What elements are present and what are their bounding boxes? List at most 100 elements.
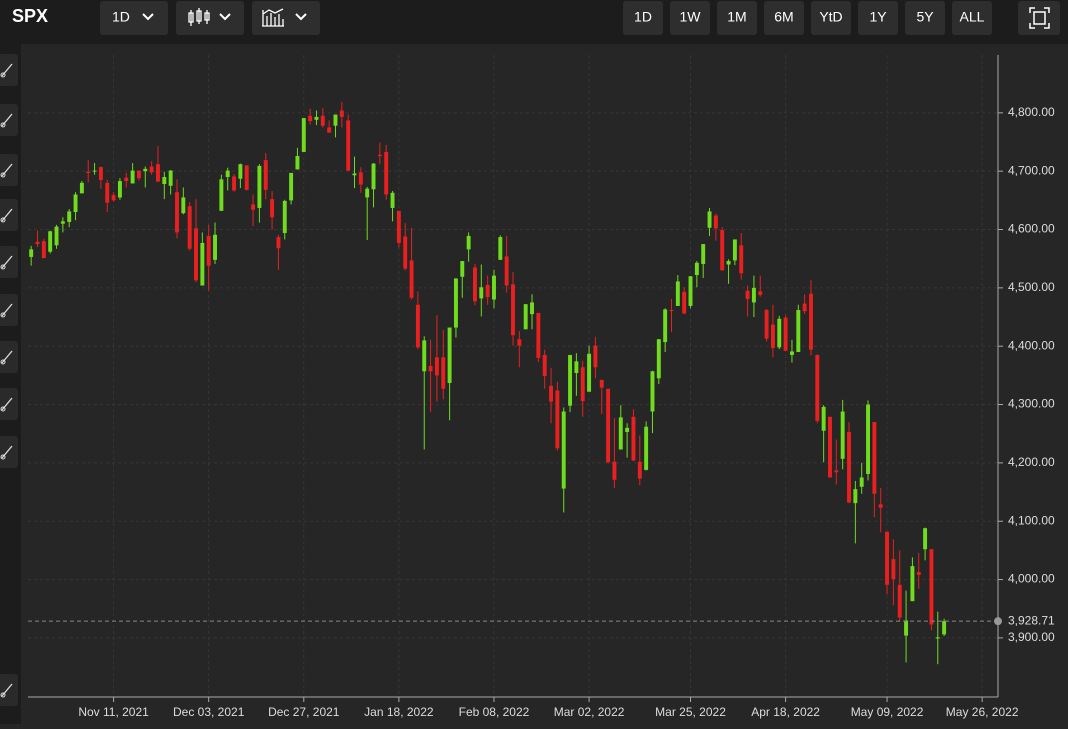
tool-icons: [0, 54, 18, 706]
candle-body: [92, 170, 97, 172]
candle-body: [910, 566, 915, 602]
range-button[interactable]: [905, 1, 945, 35]
chevron: [219, 13, 231, 21]
tool-button[interactable]: [0, 246, 18, 278]
candle-body: [194, 228, 198, 281]
candle-body: [79, 182, 84, 194]
candle-body: [606, 388, 611, 463]
range-button[interactable]: [717, 1, 757, 35]
candle-body: [124, 177, 129, 182]
candle-body: [904, 620, 909, 636]
tool-icon: [0, 359, 6, 365]
tool-button[interactable]: [0, 154, 18, 186]
tool-button[interactable]: [0, 294, 18, 326]
candle-body: [612, 461, 617, 480]
candle-body: [117, 181, 122, 198]
candle-body: [244, 165, 249, 190]
range-button[interactable]: [952, 1, 992, 35]
range-label: ALL: [960, 9, 985, 25]
candle-body: [580, 367, 585, 402]
candle-body: [333, 114, 338, 126]
candle-body: [48, 231, 53, 252]
candle-body: [339, 110, 344, 117]
range-button[interactable]: [858, 1, 898, 35]
tool-button[interactable]: [0, 674, 18, 706]
candle-body: [441, 357, 446, 389]
tool-button[interactable]: [0, 388, 18, 420]
candle-body: [688, 276, 693, 306]
candle-body: [675, 281, 680, 306]
candle-body: [770, 324, 775, 348]
interval-button[interactable]: [100, 1, 168, 35]
range-button[interactable]: [811, 1, 851, 35]
candle-body: [656, 339, 661, 379]
tool-button[interactable]: [0, 54, 18, 86]
candle-body: [232, 176, 237, 191]
candle-body: [206, 235, 211, 266]
candle-body: [549, 385, 554, 402]
drawing-toolbar: [0, 44, 21, 724]
candle-body: [320, 115, 325, 126]
y-tick-label: 4,300.00: [1008, 397, 1055, 411]
candle-body: [308, 115, 313, 122]
candle-body: [377, 154, 382, 157]
candle-body: [866, 404, 870, 474]
candle-body: [859, 477, 864, 487]
candle-body: [929, 549, 934, 625]
range-label: 6M: [774, 9, 793, 25]
candle-body: [384, 151, 389, 195]
tool-button[interactable]: [0, 104, 18, 136]
chart-type-button[interactable]: [176, 1, 244, 35]
candle-body: [517, 339, 522, 346]
candle-body: [599, 380, 604, 388]
indicator-button[interactable]: [252, 1, 320, 35]
indicator-icon: [262, 8, 284, 27]
candle-body: [270, 199, 275, 218]
y-tick-label: 4,400.00: [1008, 338, 1055, 352]
range-button[interactable]: [623, 1, 663, 35]
tool-button[interactable]: [0, 199, 18, 231]
y-tick-label: 4,800.00: [1008, 105, 1055, 119]
candle-body: [669, 310, 674, 312]
range-button[interactable]: [764, 1, 804, 35]
candle-body: [568, 354, 573, 406]
candle-body: [885, 531, 890, 585]
candle-body: [878, 504, 883, 508]
tool-icon: [1, 255, 13, 269]
candle-body: [365, 188, 370, 198]
candle-body: [434, 357, 439, 376]
tool-icon: [0, 692, 6, 698]
candle-body: [358, 172, 363, 185]
candle-body: [682, 291, 687, 314]
tool-button[interactable]: [0, 436, 18, 468]
candle-body: [175, 192, 179, 233]
tool-icon: [1, 113, 13, 127]
y-tick-label: 4,100.00: [1008, 513, 1055, 527]
tool-icon: [0, 172, 6, 178]
candle-body: [371, 163, 376, 190]
tool-icon: [1, 445, 13, 459]
tool-icon: [0, 406, 6, 412]
range-label: 1Y: [869, 9, 887, 25]
candle-body: [35, 241, 40, 245]
range-button[interactable]: [670, 1, 710, 35]
candle-body: [168, 170, 173, 186]
tool-icon: [1, 208, 13, 222]
candle-body: [225, 170, 230, 178]
tool-icon: [0, 122, 6, 128]
candle-body: [73, 194, 78, 213]
candle-body: [631, 416, 636, 461]
candle-body: [415, 304, 420, 348]
fullscreen-button[interactable]: [1018, 1, 1060, 35]
x-tick-label: May 09, 2022: [851, 705, 924, 719]
tool-button[interactable]: [0, 341, 18, 373]
candle-body: [891, 559, 896, 579]
x-tick-label: Mar 02, 2022: [554, 705, 625, 719]
candle-body: [561, 411, 566, 489]
range-label: 1M: [727, 9, 746, 25]
candle-body: [802, 303, 807, 312]
candle-body: [54, 226, 59, 246]
candle-body: [86, 171, 91, 173]
interval: 1D: [112, 9, 130, 25]
candle-body: [301, 118, 306, 152]
